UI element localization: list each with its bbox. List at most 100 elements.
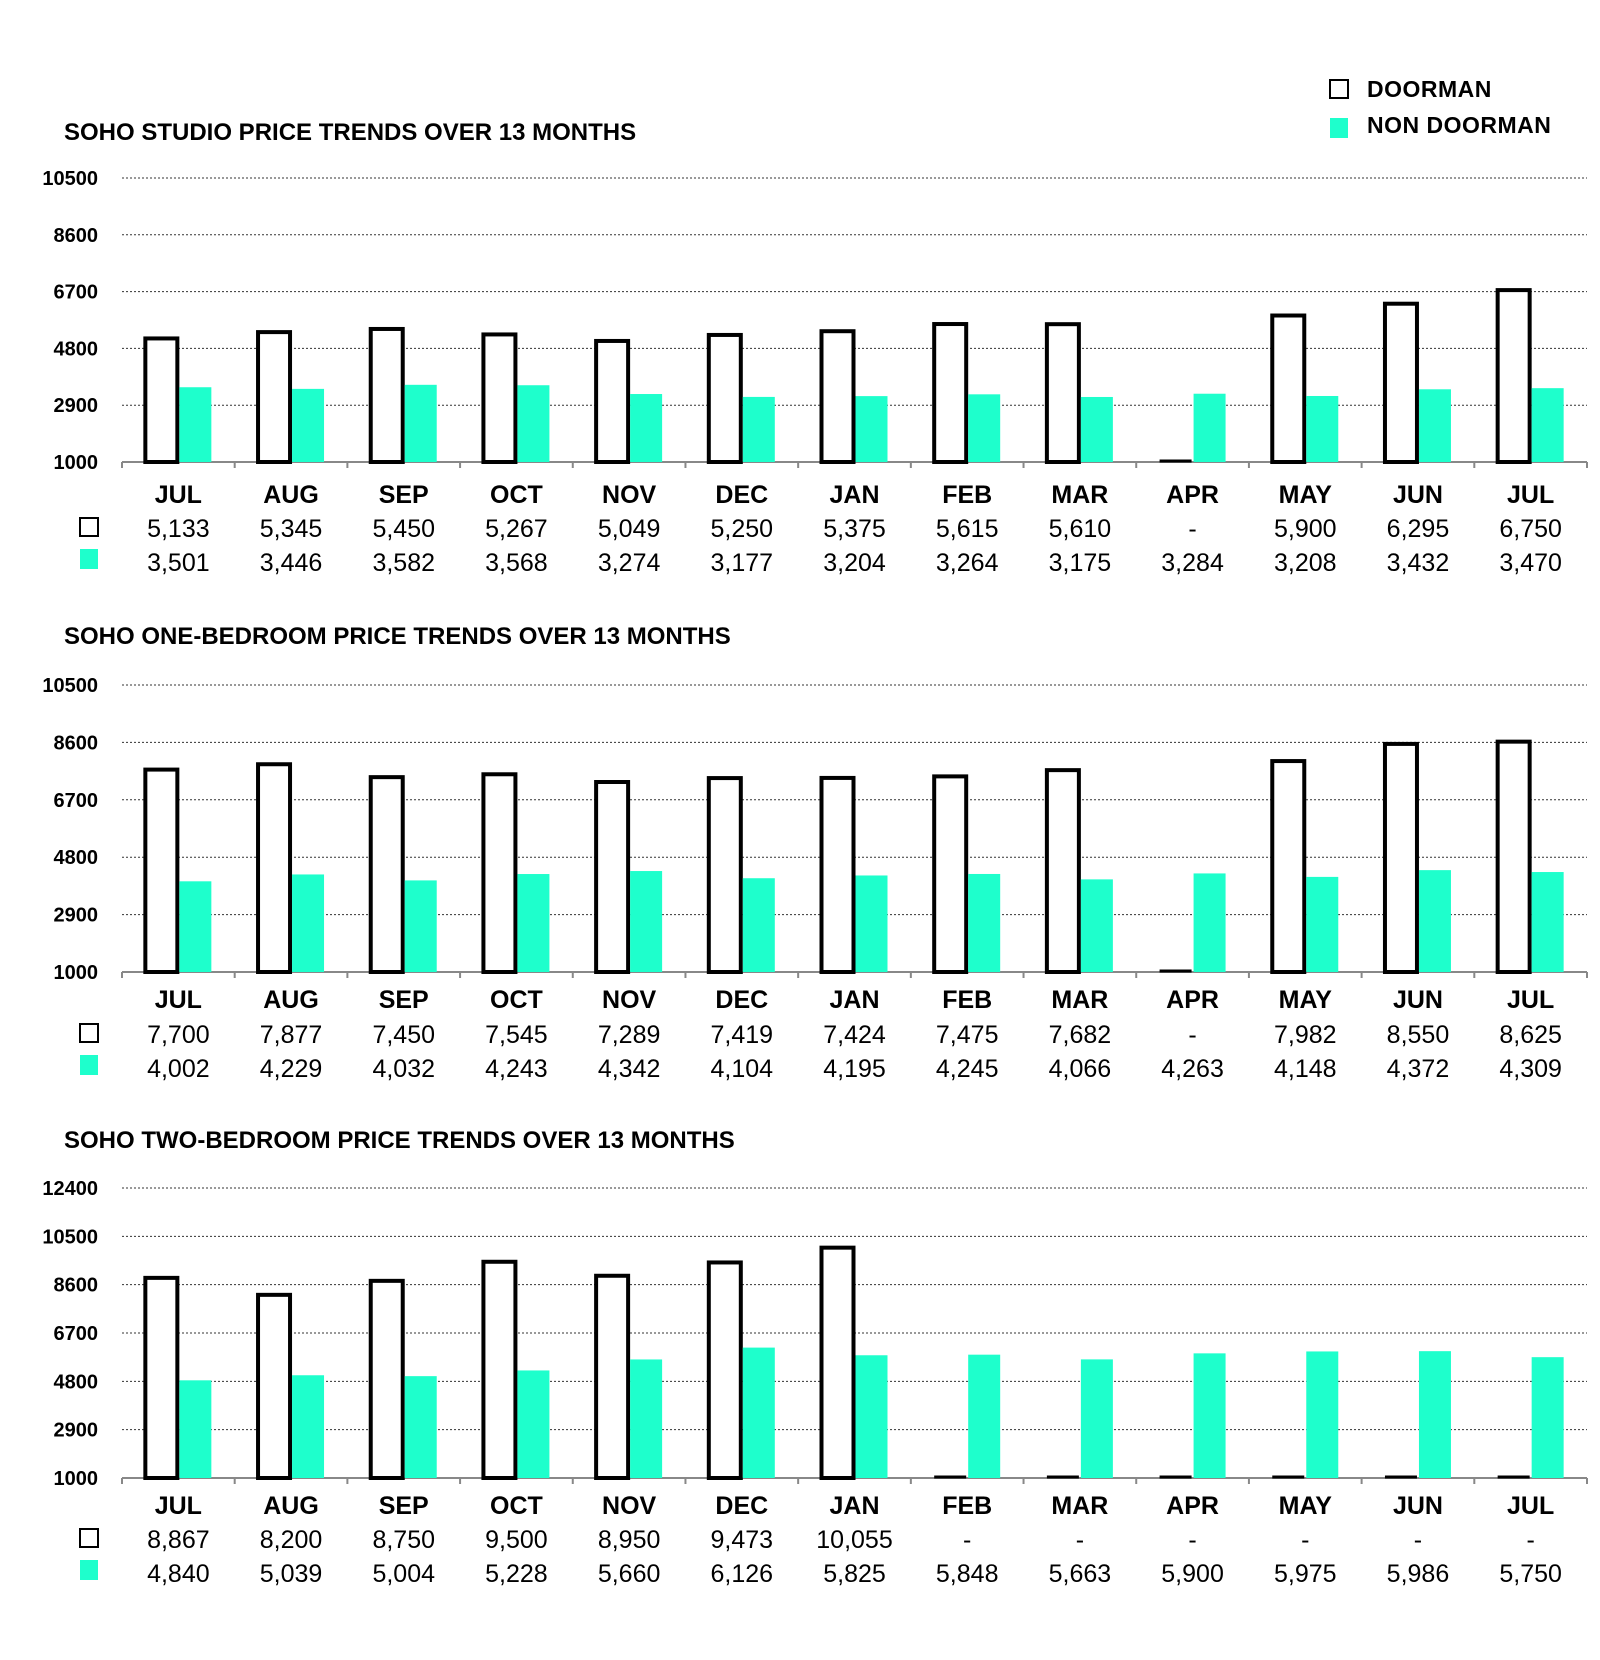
y-tick-label: 6700 — [54, 282, 99, 304]
y-tick-label: 4800 — [54, 847, 99, 869]
non-doorman-bar — [404, 880, 437, 972]
non-doorman-bar — [1306, 876, 1339, 972]
y-tick-label: 12400 — [42, 1178, 98, 1200]
non-doorman-value-label: 3,470 — [1499, 549, 1562, 577]
y-tick-label: 6700 — [54, 790, 99, 812]
legend-doorman-swatch — [1329, 79, 1349, 99]
non-doorman-value-label: 3,208 — [1274, 549, 1337, 577]
non-doorman-value-label: 4,263 — [1161, 1055, 1224, 1083]
doorman-value-label: - — [1414, 1526, 1422, 1554]
non-doorman-bar — [404, 1376, 437, 1478]
non-doorman-bar — [855, 1355, 888, 1478]
non-doorman-bar — [179, 387, 212, 462]
month-label: JUN — [1393, 986, 1443, 1014]
month-label: MAY — [1279, 1492, 1333, 1520]
non-doorman-bar — [404, 384, 437, 462]
doorman-bar — [706, 332, 743, 464]
doorman-value-label: 9,473 — [711, 1526, 774, 1554]
legend: DOORMAN NON DOORMAN — [1329, 76, 1551, 138]
month-label: JUL — [1507, 1492, 1554, 1520]
month-label: JUL — [155, 986, 202, 1014]
non-doorman-value-label: 4,840 — [147, 1560, 210, 1588]
doorman-value-label: - — [1526, 1526, 1534, 1554]
doorman-bar — [594, 1273, 631, 1481]
doorman-row-marker — [79, 1023, 99, 1043]
y-tick-label: 4800 — [54, 1371, 99, 1393]
non-doorman-bar — [1531, 872, 1564, 972]
doorman-value-label: 6,750 — [1499, 515, 1562, 543]
month-label: SEP — [379, 481, 429, 509]
non-doorman-value-label: 5,228 — [485, 1560, 548, 1588]
legend-doorman-label: DOORMAN — [1367, 76, 1492, 102]
doorman-value-label: 7,475 — [936, 1021, 999, 1049]
month-label: DEC — [715, 986, 768, 1014]
month-label: AUG — [263, 1492, 319, 1520]
doorman-value-label: - — [1188, 1526, 1196, 1554]
doorman-value-label: - — [963, 1526, 971, 1554]
one-bedroom-chart: SOHO ONE-BEDROOM PRICE TRENDS OVER 13 MO… — [42, 623, 1588, 1083]
non-doorman-bar — [630, 871, 663, 972]
doorman-value-label: 7,682 — [1049, 1021, 1112, 1049]
non-doorman-value-label: 3,175 — [1049, 549, 1112, 577]
non-doorman-bar — [742, 1347, 775, 1478]
doorman-value-label: 5,345 — [260, 515, 323, 543]
doorman-bar — [1495, 288, 1532, 464]
doorman-value-label: - — [1188, 515, 1196, 543]
non-doorman-value-label: 3,446 — [260, 549, 323, 577]
month-label: DEC — [715, 1492, 768, 1520]
doorman-value-label: 5,610 — [1049, 515, 1112, 543]
doorman-row-marker — [79, 1528, 99, 1548]
doorman-bar — [819, 1245, 856, 1481]
month-label: FEB — [942, 1492, 992, 1520]
y-tick-label: 8600 — [54, 732, 99, 754]
y-tick-label: 1000 — [54, 1468, 99, 1490]
non-doorman-row-marker — [80, 1055, 98, 1075]
doorman-value-label: 8,750 — [372, 1526, 435, 1554]
doorman-bar — [143, 336, 180, 464]
non-doorman-bar — [855, 875, 888, 972]
non-doorman-bar — [968, 394, 1001, 462]
doorman-value-label: 7,424 — [823, 1021, 886, 1049]
month-label: SEP — [379, 1492, 429, 1520]
month-label: JUL — [1507, 986, 1554, 1014]
non-doorman-row-marker — [80, 549, 98, 569]
non-doorman-bar — [292, 388, 325, 462]
non-doorman-value-label: 4,229 — [260, 1055, 323, 1083]
month-label: OCT — [490, 481, 543, 509]
month-label: JUN — [1393, 1492, 1443, 1520]
month-label: FEB — [942, 986, 992, 1014]
non-doorman-value-label: 5,004 — [372, 1560, 435, 1588]
doorman-value-label: 5,250 — [711, 515, 774, 543]
month-label: MAY — [1279, 481, 1333, 509]
chart-title: SOHO STUDIO PRICE TRENDS OVER 13 MONTHS — [64, 119, 636, 146]
non-doorman-value-label: 4,243 — [485, 1055, 548, 1083]
non-doorman-value-label: 4,195 — [823, 1055, 886, 1083]
doorman-value-label: 5,375 — [823, 515, 886, 543]
doorman-value-label: 7,877 — [260, 1021, 323, 1049]
y-tick-label: 10500 — [42, 168, 98, 190]
doorman-value-label: 5,267 — [485, 515, 548, 543]
non-doorman-bar — [1418, 1351, 1451, 1478]
non-doorman-bar — [742, 878, 775, 972]
month-label: MAR — [1051, 481, 1108, 509]
non-doorman-bar — [855, 396, 888, 462]
doorman-value-label: 5,133 — [147, 515, 210, 543]
doorman-value-label: 6,295 — [1387, 515, 1450, 543]
non-doorman-value-label: 3,501 — [147, 549, 210, 577]
non-doorman-value-label: 4,032 — [372, 1055, 435, 1083]
doorman-bar — [1044, 768, 1081, 974]
month-label: OCT — [490, 1492, 543, 1520]
doorman-bar — [481, 1259, 518, 1481]
non-doorman-bar — [1080, 1359, 1113, 1478]
month-label: JUL — [155, 1492, 202, 1520]
doorman-bar — [706, 1260, 743, 1480]
non-doorman-bar — [1306, 395, 1339, 462]
non-doorman-bar — [517, 385, 550, 462]
non-doorman-value-label: 4,342 — [598, 1055, 661, 1083]
non-doorman-value-label: 3,582 — [372, 549, 435, 577]
doorman-bar — [143, 1275, 180, 1480]
doorman-bar — [1495, 739, 1532, 974]
doorman-bar — [481, 772, 518, 974]
month-label: MAY — [1279, 986, 1333, 1014]
doorman-value-label: 7,289 — [598, 1021, 661, 1049]
